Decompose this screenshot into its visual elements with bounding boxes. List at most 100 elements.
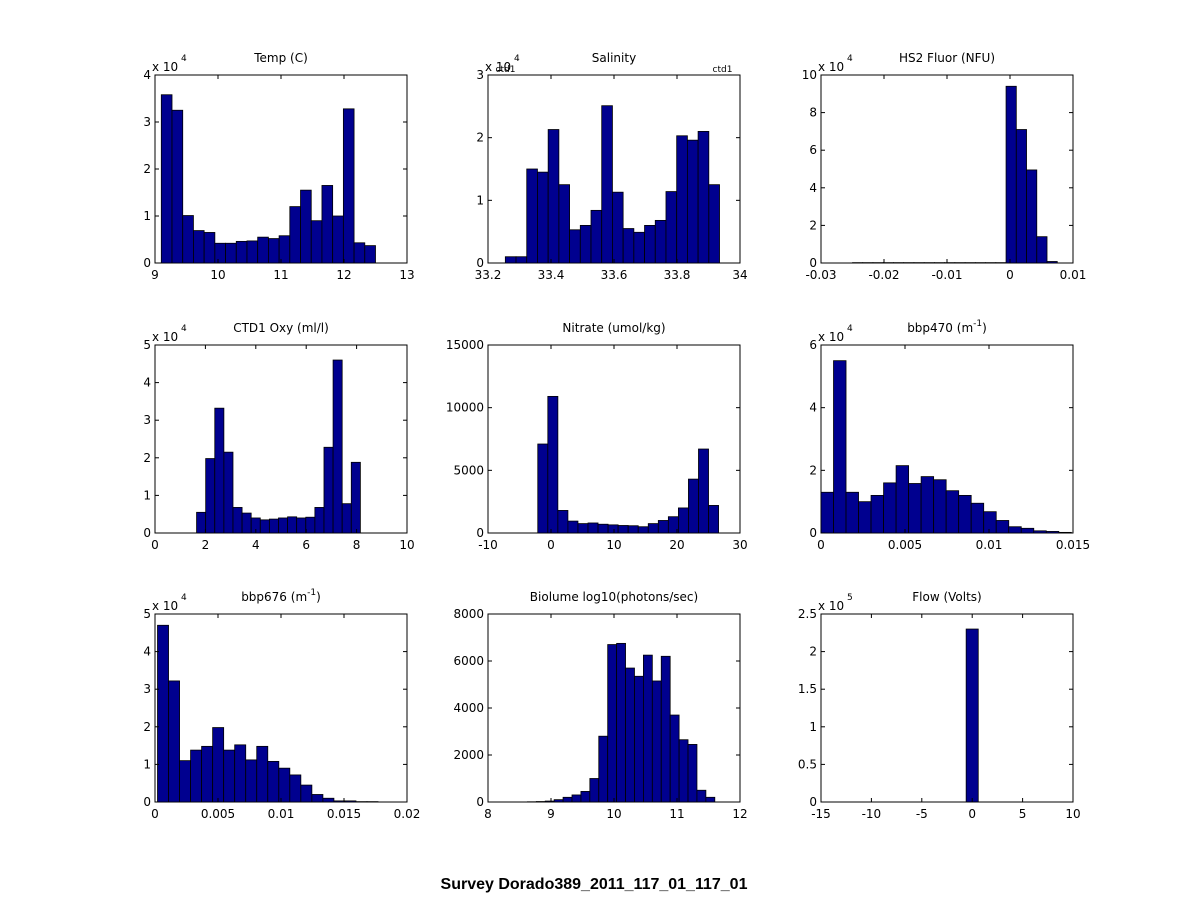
- y-tick-label: 1: [143, 209, 151, 223]
- histogram-bar: [696, 789, 707, 803]
- histogram-bar: [870, 494, 884, 534]
- histogram-bar: [241, 512, 252, 534]
- x-tick-label: 13: [399, 268, 414, 282]
- y-exponent-label: x 10: [152, 60, 178, 74]
- y-tick-label: 6000: [453, 654, 484, 668]
- histogram-bar: [257, 236, 269, 264]
- y-tick-label: 0.5: [798, 757, 817, 771]
- y-tick-label: 4: [143, 376, 151, 390]
- histogram-bar: [669, 714, 680, 803]
- x-tick-label: 12: [336, 268, 351, 282]
- y-tick-label: 2: [809, 218, 817, 232]
- histogram-bar: [323, 446, 334, 534]
- histogram-bar: [515, 256, 528, 264]
- x-tick-label: 8: [353, 538, 361, 552]
- x-tick-label: -10: [478, 538, 498, 552]
- y-exponent-label: x 10: [152, 330, 178, 344]
- y-tick-label: 8: [809, 106, 817, 120]
- histogram-bar: [190, 749, 203, 803]
- y-tick-label: 5000: [453, 463, 484, 477]
- histogram-bar: [920, 476, 935, 534]
- x-tick-label: 10: [210, 268, 225, 282]
- histogram-bar: [579, 224, 592, 264]
- y-tick-label: 3: [143, 413, 151, 427]
- histogram-bar: [617, 525, 629, 534]
- x-tick-label: 10: [1065, 807, 1080, 821]
- panel-title: Salinity: [592, 51, 636, 65]
- y-exponent-label: x 10: [818, 60, 844, 74]
- y-exponent-power: 4: [181, 593, 187, 603]
- histogram-bar: [983, 511, 997, 534]
- histogram-bar: [235, 240, 248, 264]
- histogram-bar: [660, 655, 671, 803]
- y-tick-label: 2: [809, 463, 817, 477]
- y-tick-label: 4: [143, 645, 151, 659]
- y-tick-label: 3: [143, 682, 151, 696]
- histogram-bar: [598, 735, 609, 803]
- histogram-bar: [196, 511, 207, 534]
- y-exponent-power: 5: [847, 593, 853, 603]
- x-tick-label: 6: [302, 538, 310, 552]
- x-tick-label: 30: [732, 538, 747, 552]
- histogram-bar: [350, 461, 361, 534]
- histogram-bar: [569, 229, 581, 264]
- x-tick-label: 0: [151, 807, 159, 821]
- y-tick-label: 2: [143, 162, 151, 176]
- x-tick-label: 33.2: [475, 268, 502, 282]
- y-tick-label: 4: [143, 68, 151, 82]
- histogram-bar: [526, 168, 538, 264]
- panel-title: bbp470 (m-1): [907, 319, 987, 335]
- histogram-bar: [171, 109, 184, 264]
- histogram-bar: [353, 242, 366, 264]
- histogram-bar: [654, 219, 667, 264]
- y-tick-label: 2: [143, 451, 151, 465]
- y-tick-label: 4000: [453, 701, 484, 715]
- histogram-bar: [687, 744, 698, 803]
- y-exponent-power: 4: [514, 54, 520, 64]
- histogram-bar: [562, 796, 573, 803]
- histogram-bar: [332, 215, 344, 264]
- histogram-bar: [259, 519, 270, 534]
- histogram-bar: [686, 139, 699, 264]
- histogram-bar: [296, 517, 307, 534]
- y-tick-label: 2: [809, 645, 817, 659]
- histogram-bar: [179, 760, 191, 803]
- histogram-bar: [344, 800, 357, 803]
- x-tick-label: 33.6: [601, 268, 628, 282]
- histogram-bar: [553, 799, 564, 803]
- figure-suptitle: Survey Dorado389_2011_117_01_117_01: [440, 876, 748, 893]
- histogram-bar: [1008, 526, 1022, 534]
- y-exponent-label: x 10: [818, 330, 844, 344]
- x-tick-label: 9: [151, 268, 159, 282]
- histogram-panel-8: 8 9 10 11 12 0 2000 4000 6000 8000 Biolume log10(p…: [453, 590, 747, 821]
- histogram-panel-2: 33.2 33.4 33.6 33.8 34 0 1 2 3x 104 Salinity ctd1 c…: [475, 51, 748, 282]
- histogram-bar: [708, 184, 720, 264]
- histogram-bar: [616, 642, 626, 803]
- histogram-bar: [557, 510, 569, 534]
- x-tick-label: 34: [732, 268, 747, 282]
- histogram-bar: [622, 228, 635, 264]
- y-tick-label: 10000: [446, 401, 484, 415]
- histogram-bar: [314, 507, 325, 534]
- histogram-bar: [580, 791, 591, 803]
- histogram-bar: [267, 760, 280, 803]
- histogram-bar: [589, 778, 600, 803]
- histogram-bar: [587, 522, 599, 534]
- histogram-panel-9: -15 -10 -5 0 5 1000.511.522.5x 105 Flow (Volts…: [798, 590, 1081, 821]
- x-tick-label: 0.005: [201, 807, 235, 821]
- histogram-bar: [1015, 129, 1027, 264]
- x-tick-label: 0.015: [327, 807, 361, 821]
- histogram-bar: [547, 395, 559, 534]
- histogram-bar: [256, 745, 269, 803]
- x-tick-label: 11: [669, 807, 684, 821]
- panel-title: Nitrate (umol/kg): [562, 321, 665, 335]
- histogram-bar: [627, 525, 639, 534]
- x-tick-label: -0.03: [805, 268, 836, 282]
- x-tick-label: 8: [484, 807, 492, 821]
- histogram-bar: [311, 794, 324, 803]
- histogram-bar: [883, 482, 897, 534]
- histogram-bar: [214, 242, 226, 264]
- histogram-bar: [597, 523, 609, 534]
